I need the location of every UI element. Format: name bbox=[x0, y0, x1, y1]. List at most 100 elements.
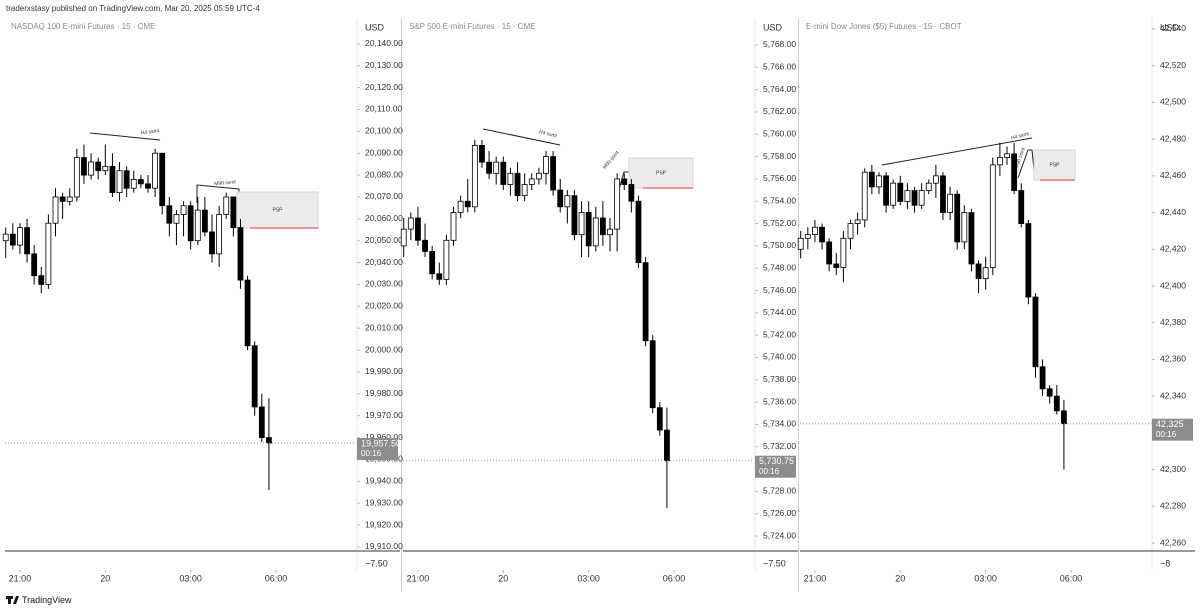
candle-body bbox=[209, 231, 215, 255]
candle-body bbox=[826, 241, 833, 265]
candle-body bbox=[578, 211, 585, 236]
annotation-text: H4 ssmt bbox=[538, 129, 558, 140]
y-tick-label: 5,754.00 bbox=[763, 195, 796, 205]
x-tick-label: 06:00 bbox=[1060, 573, 1083, 583]
candle-body bbox=[514, 172, 521, 197]
y-tick-label: 5,768.00 bbox=[763, 39, 796, 49]
last-price-label: 19,957.50 bbox=[361, 438, 401, 448]
candle-body bbox=[642, 262, 649, 342]
footer-logo: TradingView bbox=[6, 595, 72, 605]
candle-body bbox=[812, 226, 818, 235]
annotation-text: PSP bbox=[272, 207, 283, 213]
candle-body bbox=[173, 214, 180, 224]
y-tick-label: 5,766.00 bbox=[763, 62, 796, 72]
currency-label: USD bbox=[763, 22, 783, 32]
indicator-label: −7.50 bbox=[763, 558, 786, 568]
candle-body bbox=[123, 170, 130, 189]
candle-body bbox=[116, 170, 123, 194]
candle-body bbox=[88, 161, 94, 176]
y-tick-label: 5,740.00 bbox=[763, 352, 796, 362]
candle-body bbox=[45, 222, 52, 285]
candle-body bbox=[592, 217, 599, 247]
chart-title: E-mini Dow Jones ($5) Futures · 15 · CBO… bbox=[806, 22, 962, 31]
y-tick-label: 42,380 bbox=[1160, 317, 1186, 327]
y-tick-label: 5,728.00 bbox=[763, 486, 796, 496]
candle-body bbox=[1025, 223, 1032, 298]
candle-body bbox=[180, 205, 187, 215]
x-tick-label: 03:00 bbox=[179, 573, 202, 583]
candle-body bbox=[471, 145, 478, 208]
candle-body bbox=[244, 279, 251, 347]
candle-body bbox=[599, 217, 606, 236]
candle-body bbox=[81, 157, 87, 176]
chart-title: NASDAQ 100 E-mini Futures · 15 · CME bbox=[11, 22, 155, 31]
candle-body bbox=[1018, 190, 1025, 224]
y-tick-label: 19,940.00 bbox=[365, 476, 403, 486]
candle-body bbox=[868, 171, 875, 188]
y-tick-label: 42,460 bbox=[1160, 170, 1186, 180]
candle-body bbox=[847, 223, 854, 239]
y-tick-label: 42,260 bbox=[1160, 537, 1186, 547]
y-tick-label: 5,764.00 bbox=[763, 84, 796, 94]
candle-body bbox=[237, 227, 244, 281]
candle-body bbox=[614, 178, 621, 230]
candle-body bbox=[550, 156, 557, 191]
y-tick-label: 5,756.00 bbox=[763, 173, 796, 183]
candle-body bbox=[819, 226, 825, 243]
candle-body bbox=[400, 228, 407, 247]
last-price-tag bbox=[357, 438, 398, 461]
candle-body bbox=[457, 200, 464, 213]
y-tick-label: 20,100.00 bbox=[365, 126, 403, 136]
candle-body bbox=[1004, 153, 1010, 158]
candle-body bbox=[493, 161, 500, 174]
y-tick-label: 20,080.00 bbox=[365, 169, 403, 179]
candle-body bbox=[940, 175, 946, 213]
annotation-text: PSP bbox=[656, 170, 667, 176]
y-tick-label: 5,746.00 bbox=[763, 285, 796, 295]
y-tick-label: 19,990.00 bbox=[365, 366, 403, 376]
y-tick-label: 5,726.00 bbox=[763, 508, 796, 518]
y-tick-label: 19,920.00 bbox=[365, 519, 403, 529]
last-price-tag bbox=[1152, 418, 1193, 441]
candle-body bbox=[66, 196, 73, 202]
candle-body bbox=[797, 237, 804, 250]
candle-body bbox=[450, 211, 457, 241]
candle-body bbox=[911, 190, 918, 206]
y-tick-label: 42,360 bbox=[1160, 354, 1186, 364]
candle-body bbox=[95, 161, 102, 172]
y-tick-label: 20,120.00 bbox=[365, 82, 403, 92]
y-tick-label: 5,724.00 bbox=[763, 530, 796, 540]
candle-body bbox=[543, 156, 549, 174]
candle-body bbox=[9, 233, 16, 246]
x-tick-label: 20 bbox=[498, 573, 508, 583]
annotation-line bbox=[1017, 149, 1035, 179]
candle-body bbox=[500, 161, 507, 185]
candle-body bbox=[861, 171, 868, 221]
candle-body bbox=[840, 237, 847, 269]
candle-body bbox=[31, 253, 38, 277]
candle-body bbox=[883, 175, 889, 206]
candle-body bbox=[621, 178, 628, 185]
candle-body bbox=[486, 161, 492, 174]
y-tick-label: 19,980.00 bbox=[365, 388, 403, 398]
candle-body bbox=[145, 183, 151, 189]
candle-body bbox=[656, 407, 663, 431]
candle-body bbox=[557, 189, 564, 208]
chart-panel: S&P 500 E-mini Futures · 15 · CME USD 5,76… bbox=[400, 18, 798, 583]
x-tick-label: 03:00 bbox=[974, 573, 997, 583]
y-tick-label: 42,300 bbox=[1160, 464, 1186, 474]
candle-body bbox=[607, 228, 613, 236]
candle-body bbox=[989, 164, 996, 269]
candle-body bbox=[436, 273, 443, 280]
y-tick-label: 19,930.00 bbox=[365, 497, 403, 507]
candle-body bbox=[464, 200, 471, 208]
y-tick-label: 20,040.00 bbox=[365, 257, 403, 267]
y-tick-label: 5,732.00 bbox=[763, 441, 796, 451]
currency-label: USD bbox=[365, 22, 385, 32]
indicator-label: −7.50 bbox=[365, 558, 388, 568]
countdown-label: 00:16 bbox=[361, 449, 382, 458]
y-tick-label: 20,130.00 bbox=[365, 60, 403, 70]
y-tick-label: 20,030.00 bbox=[365, 279, 403, 289]
candle-body bbox=[585, 211, 592, 247]
